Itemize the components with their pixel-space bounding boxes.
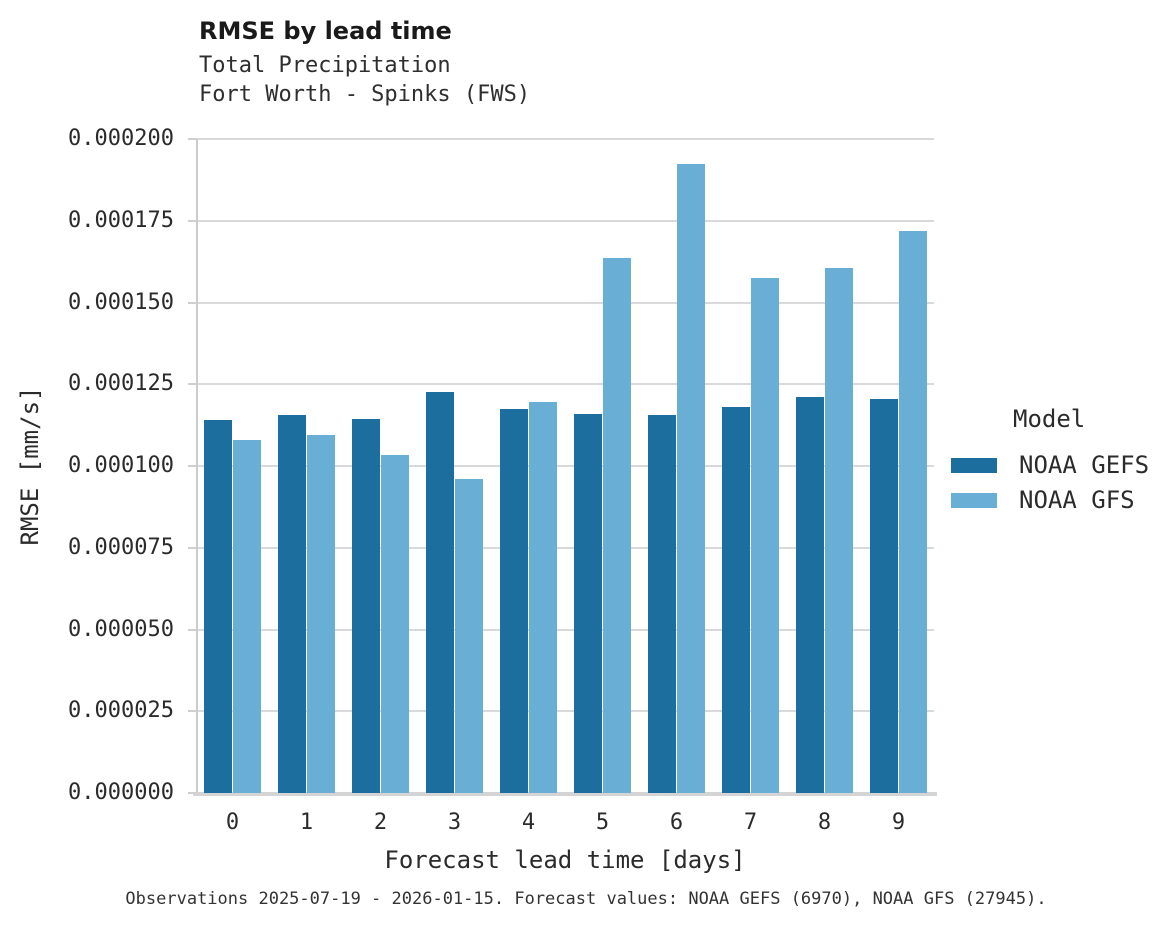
legend-item-noaa-gefs: NOAA GEFS [951,451,1150,479]
x-tick-label: 8 [817,810,832,835]
legend-swatch-noaa-gefs [951,457,997,473]
y-tick-label: 0.000000 [68,780,174,805]
x-tick-label: 0 [225,810,240,835]
bar-noaa-gefs-day-8 [796,397,824,793]
y-tick-label: 0.000175 [68,207,174,233]
y-tick-label: 0.000075 [68,534,174,560]
gridline [196,465,934,467]
bar-noaa-gefs-day-7 [722,407,750,793]
bar-noaa-gfs-day-4 [529,402,557,793]
bar-noaa-gfs-day-7 [751,277,779,793]
x-tick-label: 2 [373,810,388,835]
bar-noaa-gefs-day-1 [278,415,306,793]
x-axis-title: Forecast lead time [days] [384,846,746,874]
gridline [196,710,934,713]
y-tick-mark [188,710,196,713]
gridline [196,628,934,631]
gridline [196,383,934,386]
bar-noaa-gefs-day-9 [870,398,898,793]
x-tick-label: 7 [743,810,758,835]
y-tick-label: 0.000125 [68,371,174,397]
bar-noaa-gefs-day-5 [574,413,602,793]
bar-noaa-gfs-day-3 [455,479,483,793]
y-tick-label: 0.000025 [68,698,174,724]
y-tick-mark [188,465,196,467]
bar-noaa-gefs-day-3 [426,392,454,793]
bar-noaa-gfs-day-8 [825,268,853,793]
legend: Model NOAA GEFS NOAA GFS [951,404,1150,514]
y-tick-mark [188,546,196,549]
y-tick-label: 0.000100 [68,453,174,478]
y-tick-mark [188,219,196,222]
x-tick-label: 3 [447,810,462,835]
legend-label-noaa-gefs: NOAA GEFS [1019,451,1150,479]
bar-noaa-gfs-day-5 [603,258,631,793]
chart-title: RMSE by lead time [199,17,452,45]
x-tick-label: 4 [521,810,536,835]
plot-area [188,138,937,796]
bar-noaa-gefs-day-6 [648,415,676,793]
y-tick-label: 0.000150 [68,289,174,315]
gridline [196,546,934,549]
bar-noaa-gfs-day-0 [233,439,261,793]
bar-noaa-gfs-day-9 [899,230,927,793]
x-axis-baseline [193,792,937,796]
chart-subtitle-variable: Total Precipitation [199,53,451,78]
caption: Observations 2025-07-19 - 2026-01-15. Fo… [125,889,1047,909]
y-tick-mark [188,628,196,631]
legend-item-noaa-gfs: NOAA GFS [951,486,1149,514]
y-tick-mark [188,383,196,386]
x-tick-label: 1 [299,810,314,835]
bar-noaa-gfs-day-2 [381,454,409,793]
y-tick-mark [188,792,196,794]
y-tick-label: 0.000200 [68,126,174,151]
y-tick-mark [188,301,196,304]
legend-title: Model [1013,405,1086,433]
bar-noaa-gefs-day-2 [352,418,380,793]
gridline [196,138,934,140]
y-axis-spine [196,139,198,795]
x-tick-label: 6 [669,810,684,835]
bar-noaa-gfs-day-6 [677,163,705,793]
legend-label-noaa-gfs: NOAA GFS [1019,486,1135,514]
bar-noaa-gfs-day-1 [307,434,335,793]
legend-swatch-noaa-gfs [951,492,997,508]
gridline [196,301,934,304]
y-tick-label: 0.000050 [68,616,174,642]
chart-subtitle-station: Fort Worth - Spinks (FWS) [199,82,531,107]
gridline [196,219,934,222]
bar-noaa-gefs-day-0 [204,420,232,793]
bar-noaa-gefs-day-4 [500,408,528,793]
y-tick-mark [188,138,196,140]
x-tick-label: 5 [595,810,610,835]
x-tick-label: 9 [891,810,906,835]
